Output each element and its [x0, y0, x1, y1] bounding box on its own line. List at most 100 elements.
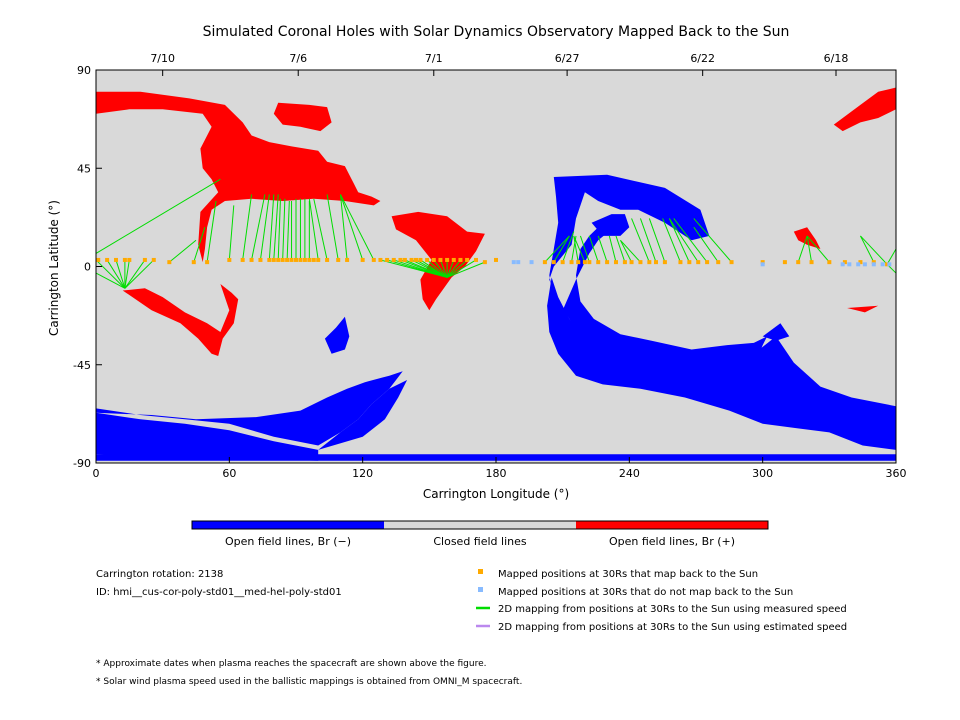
x-tick-label: 360 — [886, 467, 907, 480]
measured-mapping-line — [806, 235, 830, 263]
measured-mapping-line — [339, 194, 364, 261]
not-mapped-point — [847, 262, 852, 267]
measured-mapping-line — [268, 194, 275, 260]
mapped-point — [289, 257, 294, 262]
positive-region-3 — [122, 284, 239, 356]
legend: Mapped positions at 30Rs that map back t… — [476, 569, 847, 633]
x-tick-label: 180 — [486, 467, 507, 480]
mapped-point — [614, 260, 618, 265]
top-date-label: 6/27 — [555, 52, 580, 65]
measured-mapping-line — [579, 235, 590, 263]
measured-mapping-line — [588, 235, 599, 263]
top-date-label: 6/22 — [690, 52, 715, 65]
mapped-point — [105, 257, 110, 262]
top-date-label: 7/6 — [289, 52, 307, 65]
colorbar-label-closed: Closed field lines — [433, 535, 527, 548]
measured-mapping-line — [648, 218, 666, 263]
mapped-point — [827, 260, 832, 265]
measured-mapping-line — [668, 218, 690, 263]
mapped-point — [576, 260, 581, 265]
mapped-point — [809, 260, 814, 265]
mapped-point — [687, 260, 692, 265]
mapped-point — [560, 260, 565, 265]
measured-mapping-line — [308, 198, 319, 261]
mapped-point — [385, 257, 390, 262]
legend-not-mapped-swatch — [478, 587, 483, 592]
measured-mapping-line — [859, 235, 875, 263]
measured-mapping-line — [806, 235, 813, 263]
mapped-point — [782, 260, 787, 265]
negative-open-field-regions — [96, 174, 896, 461]
not-mapped-point — [840, 262, 845, 267]
legend-not-mapped-label: Mapped positions at 30Rs that do not map… — [498, 587, 793, 598]
measured-mapping-line — [573, 235, 579, 263]
mapped-point — [871, 260, 876, 265]
mapped-point — [316, 257, 321, 262]
measured-mapping-line — [886, 248, 897, 265]
positive-region-2 — [391, 211, 485, 311]
measured-mapping-line — [631, 218, 650, 263]
not-mapped-point — [760, 262, 765, 267]
measured-mapping-line — [544, 235, 570, 263]
mapped-point — [307, 257, 312, 262]
measured-mapping-line — [662, 218, 681, 263]
measured-mapping-line — [446, 259, 468, 278]
not-mapped-point — [516, 260, 521, 265]
mapped-points — [96, 257, 890, 267]
mapped-point — [842, 260, 847, 265]
not-mapped-point — [856, 262, 861, 267]
measured-mapping-line — [282, 198, 286, 260]
measured-mapping-line — [313, 198, 328, 261]
mapped-point — [582, 260, 587, 265]
mapped-point — [280, 257, 285, 262]
mapped-point — [638, 260, 643, 265]
measured-mapping-line — [597, 235, 608, 263]
negative-region-8 — [762, 323, 790, 341]
legend-measured-label: 2D mapping from positions at 30Rs to the… — [498, 604, 847, 615]
measured-mapping-line — [797, 235, 808, 263]
mapped-point — [325, 257, 330, 262]
mapped-point — [398, 257, 403, 262]
measured-mapping-line — [860, 235, 888, 265]
x-axis: 0 60 120 180 240 300 360 — [93, 457, 907, 480]
legend-mapped-label: Mapped positions at 30Rs that map back t… — [498, 569, 758, 580]
note-dates: * Approximate dates when plasma reaches … — [96, 659, 487, 669]
colorbar: Open field lines, Br (−) Closed field li… — [191, 520, 769, 548]
measured-mapping-line — [553, 235, 570, 263]
mapped-point — [605, 260, 610, 265]
measured-mapping-line — [95, 259, 126, 289]
y-tick-label: 0 — [84, 261, 91, 274]
colorbar-label-positive: Open field lines, Br (+) — [609, 535, 735, 548]
mapped-point — [596, 260, 601, 265]
mapped-point — [458, 257, 463, 262]
mapped-point — [271, 257, 276, 262]
negative-region-1 — [96, 412, 319, 461]
positive-region-0 — [96, 70, 381, 263]
x-axis-label: Carrington Longitude (°) — [423, 487, 569, 501]
mapped-point — [276, 257, 281, 262]
measured-mapping-line — [124, 259, 155, 289]
mapped-point — [378, 257, 383, 262]
measured-mapping-line — [124, 259, 146, 289]
y-tick-label: -45 — [73, 359, 91, 372]
legend-estimated-label: 2D mapping from positions at 30Rs to the… — [498, 622, 847, 633]
mapped-point — [298, 257, 303, 262]
mapped-point — [465, 257, 470, 262]
mapped-point — [294, 257, 298, 262]
measured-mapping-line — [124, 259, 130, 289]
mapped-point — [311, 257, 316, 262]
negative-region-2 — [318, 380, 408, 450]
positive-region-6 — [833, 87, 896, 132]
measured-mapping-line — [169, 239, 197, 263]
not-mapped-point — [887, 262, 892, 267]
measured-mapping-line — [446, 261, 486, 278]
measured-mapping-line — [620, 239, 641, 263]
y-axis-label: Carrington Latitude (°) — [47, 200, 61, 336]
measured-mapping-line — [615, 235, 626, 263]
measured-mapping-line — [573, 235, 586, 263]
mapped-point — [629, 260, 634, 265]
mapped-point — [647, 260, 652, 265]
mapped-point — [205, 260, 210, 265]
mapped-point — [336, 257, 341, 262]
mapped-point — [716, 260, 721, 265]
